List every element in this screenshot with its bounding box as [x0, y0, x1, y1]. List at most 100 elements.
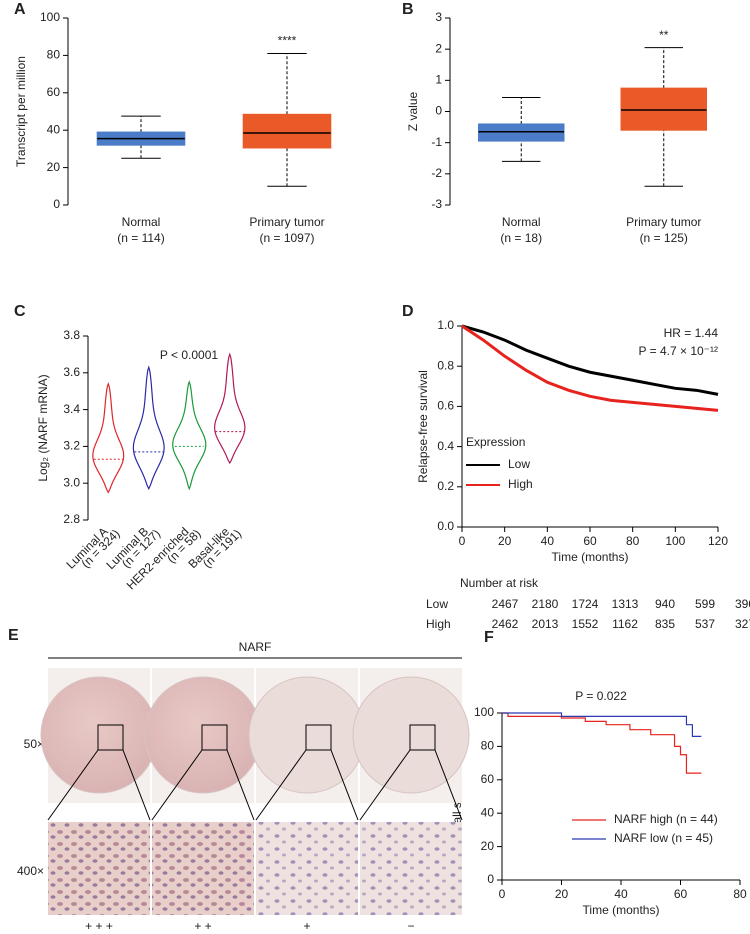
y-tick-label: 3: [435, 10, 442, 24]
x-tick-label: Primary tumor: [626, 215, 701, 229]
risk-table-title: Number at risk: [460, 576, 539, 590]
y-tick-label: 3.2: [63, 439, 80, 453]
y-tick-label: 20: [47, 160, 61, 174]
box: [478, 123, 565, 142]
x-tick-label: 100: [665, 534, 685, 548]
box: [620, 87, 707, 131]
y-tick-label: 3.8: [63, 328, 80, 342]
y-tick-label: 80: [47, 48, 61, 62]
risk-value: 599: [695, 597, 715, 611]
chart-title: P = 0.022: [575, 689, 627, 703]
column-label: −: [407, 919, 414, 933]
tissue-zoom: [360, 822, 462, 915]
violin: [214, 352, 246, 465]
risk-value: 1724: [572, 597, 599, 611]
risk-row-label: High: [426, 617, 451, 631]
y-tick-label: -3: [431, 197, 442, 211]
annotation: HR = 1.44: [664, 326, 719, 340]
panel-label: B: [402, 1, 414, 18]
risk-value: 1313: [612, 597, 639, 611]
y-tick-label: 40: [481, 805, 495, 819]
tissue-core: [40, 676, 158, 794]
y-tick-label: -1: [431, 135, 442, 149]
box: [242, 113, 332, 149]
y-tick-label: 3.6: [63, 365, 80, 379]
y-tick-label: 2.8: [63, 512, 80, 526]
panel-label: F: [484, 629, 494, 646]
panel-label: A: [14, 1, 26, 18]
zoom-line: [226, 749, 255, 821]
y-tick-label: 60: [481, 772, 495, 786]
column-label: +: [303, 919, 310, 933]
risk-value: 1552: [572, 617, 599, 631]
violin: [92, 381, 125, 494]
y-axis-label: Z value: [406, 92, 420, 132]
y-tick-label: 0.8: [437, 358, 454, 372]
panel-label: E: [8, 627, 19, 644]
zoom-box: [97, 724, 124, 751]
zoom-line: [255, 749, 307, 821]
y-tick-label: 1: [435, 73, 442, 87]
tissue-zoom: [152, 822, 254, 915]
zoom-line: [359, 749, 411, 821]
y-tick-label: 20: [481, 839, 495, 853]
x-tick-label: Primary tumor: [249, 215, 324, 229]
y-tick-label: 3.0: [63, 475, 80, 489]
row-label: 400×: [17, 864, 44, 878]
panel-title: NARF: [239, 640, 272, 654]
x-tick-label: Normal: [502, 215, 541, 229]
y-tick-label: 0.6: [437, 399, 454, 413]
survival-curve: [461, 324, 719, 396]
zoom-line: [151, 749, 203, 821]
risk-value: 1162: [612, 617, 638, 631]
x-tick-label: Normal: [122, 215, 161, 229]
annotation: P = 4.7 × 10⁻¹²: [639, 344, 719, 358]
x-tick-label: 0: [459, 534, 466, 548]
zoom-line: [434, 749, 463, 821]
y-tick-label: 100: [474, 705, 494, 719]
survival-curve: [502, 712, 702, 774]
x-tick-label: 20: [555, 887, 569, 901]
survival-curve: [502, 712, 702, 737]
risk-value: 390: [735, 597, 750, 611]
x-tick-sublabel: (n = 1097): [259, 231, 314, 245]
zoom-line: [330, 749, 359, 821]
y-axis-label: Transcript per million: [14, 56, 28, 167]
risk-row-label: Low: [426, 597, 448, 611]
y-axis-label: Log₂ (NARF mRNA): [36, 374, 50, 481]
risk-value: 2013: [532, 617, 559, 631]
tissue-zoom: [256, 822, 358, 915]
x-tick-label: 60: [583, 534, 597, 548]
zoom-line: [47, 749, 99, 821]
x-axis-label: Time (months): [552, 550, 629, 564]
y-tick-label: 60: [47, 85, 61, 99]
tissue-core: [144, 676, 262, 794]
risk-value: 327: [735, 617, 750, 631]
y-axis-label: Relapse-free survival: [416, 370, 430, 483]
significance: **: [659, 28, 669, 42]
y-tick-label: 40: [47, 122, 61, 136]
legend-label: High: [508, 477, 533, 491]
y-tick-label: 0.2: [437, 479, 454, 493]
y-tick-label: 0: [487, 872, 494, 886]
legend-label: Low: [508, 457, 530, 471]
x-tick-sublabel: (n = 114): [117, 231, 164, 245]
tissue-zoom: [48, 822, 150, 915]
y-tick-label: 0.4: [437, 439, 454, 453]
y-tick-label: 1.0: [437, 318, 454, 332]
panel-label: D: [402, 303, 414, 320]
panel-label: C: [14, 303, 26, 320]
risk-value: 2180: [532, 597, 559, 611]
x-tick-label: 60: [674, 887, 688, 901]
y-tick-label: 0.0: [437, 519, 454, 533]
risk-value: 537: [695, 617, 715, 631]
y-tick-label: 2: [435, 41, 442, 55]
x-tick-label: 120: [708, 534, 728, 548]
zoom-box: [409, 724, 436, 751]
x-tick-label: 20: [498, 534, 512, 548]
risk-value: 940: [655, 597, 675, 611]
y-tick-label: 0: [53, 197, 60, 211]
risk-value: 2462: [492, 617, 519, 631]
y-tick-label: -2: [431, 166, 442, 180]
